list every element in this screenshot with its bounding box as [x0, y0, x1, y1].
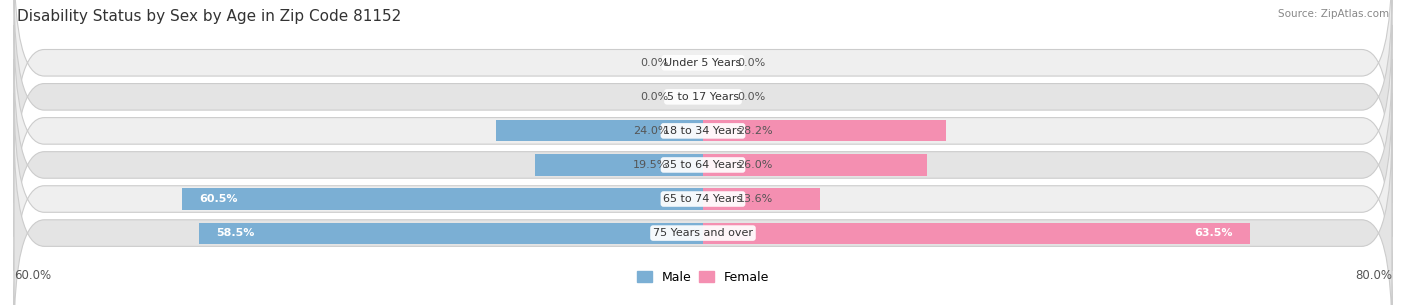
Bar — [703, 154, 927, 175]
Bar — [703, 188, 820, 210]
Text: Under 5 Years: Under 5 Years — [665, 58, 741, 68]
Text: 19.5%: 19.5% — [633, 160, 669, 170]
Text: 0.0%: 0.0% — [738, 58, 766, 68]
Text: 80.0%: 80.0% — [1355, 269, 1392, 282]
Legend: Male, Female: Male, Female — [631, 266, 775, 289]
Text: Source: ZipAtlas.com: Source: ZipAtlas.com — [1278, 9, 1389, 19]
Bar — [181, 188, 703, 210]
Text: 75 Years and over: 75 Years and over — [652, 228, 754, 238]
Bar — [496, 120, 703, 142]
Text: 24.0%: 24.0% — [633, 126, 669, 136]
Text: 0.0%: 0.0% — [738, 92, 766, 102]
Bar — [703, 223, 1250, 244]
Text: 26.0%: 26.0% — [738, 160, 773, 170]
Text: 65 to 74 Years: 65 to 74 Years — [664, 194, 742, 204]
FancyBboxPatch shape — [14, 127, 1392, 305]
Text: 0.0%: 0.0% — [640, 58, 669, 68]
FancyBboxPatch shape — [14, 93, 1392, 305]
Text: 13.6%: 13.6% — [738, 194, 773, 204]
Text: 58.5%: 58.5% — [217, 228, 254, 238]
Text: 63.5%: 63.5% — [1194, 228, 1233, 238]
Bar — [703, 120, 946, 142]
Text: 5 to 17 Years: 5 to 17 Years — [666, 92, 740, 102]
Text: 0.0%: 0.0% — [640, 92, 669, 102]
Bar — [536, 154, 703, 175]
Text: 18 to 34 Years: 18 to 34 Years — [664, 126, 742, 136]
Text: 35 to 64 Years: 35 to 64 Years — [664, 160, 742, 170]
Bar — [200, 223, 703, 244]
FancyBboxPatch shape — [14, 0, 1392, 169]
FancyBboxPatch shape — [14, 59, 1392, 271]
Text: 60.0%: 60.0% — [14, 269, 51, 282]
Text: 60.5%: 60.5% — [200, 194, 238, 204]
FancyBboxPatch shape — [14, 25, 1392, 237]
FancyBboxPatch shape — [14, 0, 1392, 203]
Text: 28.2%: 28.2% — [738, 126, 773, 136]
Text: Disability Status by Sex by Age in Zip Code 81152: Disability Status by Sex by Age in Zip C… — [17, 9, 401, 24]
